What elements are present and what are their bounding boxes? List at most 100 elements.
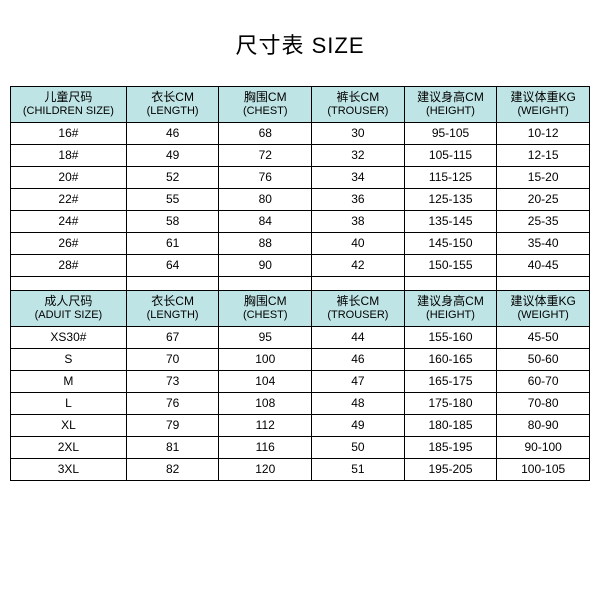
col-label: 成人尺码 — [13, 294, 124, 309]
table-row: S7010046160-16550-60 — [11, 348, 590, 370]
table-cell: 52 — [126, 166, 219, 188]
table-row: 18#497232105-11512-15 — [11, 144, 590, 166]
table-cell: 64 — [126, 254, 219, 276]
col-weight: 建议体重KG(WEIGHT) — [497, 290, 590, 326]
table-cell: 20# — [11, 166, 127, 188]
children-header: 儿童尺码(CHILDREN SIZE) 衣长CM(LENGTH) 胸围CM(CH… — [11, 87, 590, 123]
table-cell: 155-160 — [404, 326, 497, 348]
table-cell: 120 — [219, 458, 312, 480]
size-table: 儿童尺码(CHILDREN SIZE) 衣长CM(LENGTH) 胸围CM(CH… — [10, 86, 590, 481]
col-length: 衣长CM(LENGTH) — [126, 87, 219, 123]
col-trouser: 裤长CM(TROUSER) — [312, 290, 405, 326]
table-row: L7610848175-18070-80 — [11, 392, 590, 414]
col-label: 建议身高CM — [407, 294, 495, 309]
table-cell: 100-105 — [497, 458, 590, 480]
table-cell: XS30# — [11, 326, 127, 348]
col-sublabel: (ADUIT SIZE) — [13, 309, 124, 323]
col-sublabel: (HEIGHT) — [407, 105, 495, 119]
table-cell: 22# — [11, 188, 127, 210]
table-cell: 44 — [312, 326, 405, 348]
col-sublabel: (WEIGHT) — [499, 105, 587, 119]
col-label: 胸围CM — [221, 294, 309, 309]
table-cell: 36 — [312, 188, 405, 210]
col-height: 建议身高CM(HEIGHT) — [404, 290, 497, 326]
table-cell: 32 — [312, 144, 405, 166]
table-cell: 76 — [126, 392, 219, 414]
table-row: 16#46683095-10510-12 — [11, 122, 590, 144]
adult-header: 成人尺码(ADUIT SIZE) 衣长CM(LENGTH) 胸围CM(CHEST… — [11, 290, 590, 326]
table-cell: 46 — [312, 348, 405, 370]
col-sublabel: (LENGTH) — [129, 309, 217, 323]
col-chest: 胸围CM(CHEST) — [219, 87, 312, 123]
table-cell: 35-40 — [497, 232, 590, 254]
table-cell: 90-100 — [497, 436, 590, 458]
col-sublabel: (HEIGHT) — [407, 309, 495, 323]
col-label: 裤长CM — [314, 294, 402, 309]
col-sublabel: (CHEST) — [221, 309, 309, 323]
table-cell: 108 — [219, 392, 312, 414]
col-weight: 建议体重KG(WEIGHT) — [497, 87, 590, 123]
table-cell: 26# — [11, 232, 127, 254]
table-cell: 68 — [219, 122, 312, 144]
table-cell: 195-205 — [404, 458, 497, 480]
col-adult-size: 成人尺码(ADUIT SIZE) — [11, 290, 127, 326]
col-trouser: 裤长CM(TROUSER) — [312, 87, 405, 123]
table-cell: 3XL — [11, 458, 127, 480]
table-cell: 25-35 — [497, 210, 590, 232]
table-cell: 175-180 — [404, 392, 497, 414]
table-cell: 145-150 — [404, 232, 497, 254]
table-row: 2XL8111650185-19590-100 — [11, 436, 590, 458]
table-cell: 160-165 — [404, 348, 497, 370]
col-sublabel: (TROUSER) — [314, 105, 402, 119]
table-cell: 165-175 — [404, 370, 497, 392]
table-cell: M — [11, 370, 127, 392]
table-cell: 18# — [11, 144, 127, 166]
table-cell: 180-185 — [404, 414, 497, 436]
table-cell: 48 — [312, 392, 405, 414]
col-sublabel: (LENGTH) — [129, 105, 217, 119]
section-gap — [11, 276, 590, 290]
table-row: 22#558036125-13520-25 — [11, 188, 590, 210]
table-cell: 82 — [126, 458, 219, 480]
table-cell: 60-70 — [497, 370, 590, 392]
table-cell: 10-12 — [497, 122, 590, 144]
page-title: 尺寸表 SIZE — [10, 28, 590, 60]
table-cell: 42 — [312, 254, 405, 276]
table-cell: 40 — [312, 232, 405, 254]
table-row: M7310447165-17560-70 — [11, 370, 590, 392]
col-sublabel: (CHEST) — [221, 105, 309, 119]
table-cell: L — [11, 392, 127, 414]
col-sublabel: (TROUSER) — [314, 309, 402, 323]
table-cell: 81 — [126, 436, 219, 458]
col-label: 建议身高CM — [407, 90, 495, 105]
col-label: 建议体重KG — [499, 90, 587, 105]
col-sublabel: (CHILDREN SIZE) — [13, 105, 124, 119]
table-cell: 45-50 — [497, 326, 590, 348]
table-cell: 55 — [126, 188, 219, 210]
table-cell: 76 — [219, 166, 312, 188]
table-cell: 67 — [126, 326, 219, 348]
col-children-size: 儿童尺码(CHILDREN SIZE) — [11, 87, 127, 123]
table-row: 20#527634115-12515-20 — [11, 166, 590, 188]
col-label: 裤长CM — [314, 90, 402, 105]
table-cell: 135-145 — [404, 210, 497, 232]
col-label: 衣长CM — [129, 90, 217, 105]
table-cell: 104 — [219, 370, 312, 392]
table-cell: 88 — [219, 232, 312, 254]
adult-body: XS30#679544155-16045-50S7010046160-16550… — [11, 326, 590, 480]
table-cell: 40-45 — [497, 254, 590, 276]
table-cell: 79 — [126, 414, 219, 436]
table-cell: 95 — [219, 326, 312, 348]
table-cell: 61 — [126, 232, 219, 254]
table-row: XS30#679544155-16045-50 — [11, 326, 590, 348]
table-cell: 12-15 — [497, 144, 590, 166]
table-cell: 49 — [312, 414, 405, 436]
table-row: 24#588438135-14525-35 — [11, 210, 590, 232]
table-cell: 84 — [219, 210, 312, 232]
col-label: 建议体重KG — [499, 294, 587, 309]
table-cell: 15-20 — [497, 166, 590, 188]
table-cell: 51 — [312, 458, 405, 480]
table-cell: 72 — [219, 144, 312, 166]
table-cell: 70 — [126, 348, 219, 370]
table-row: 3XL8212051195-205100-105 — [11, 458, 590, 480]
